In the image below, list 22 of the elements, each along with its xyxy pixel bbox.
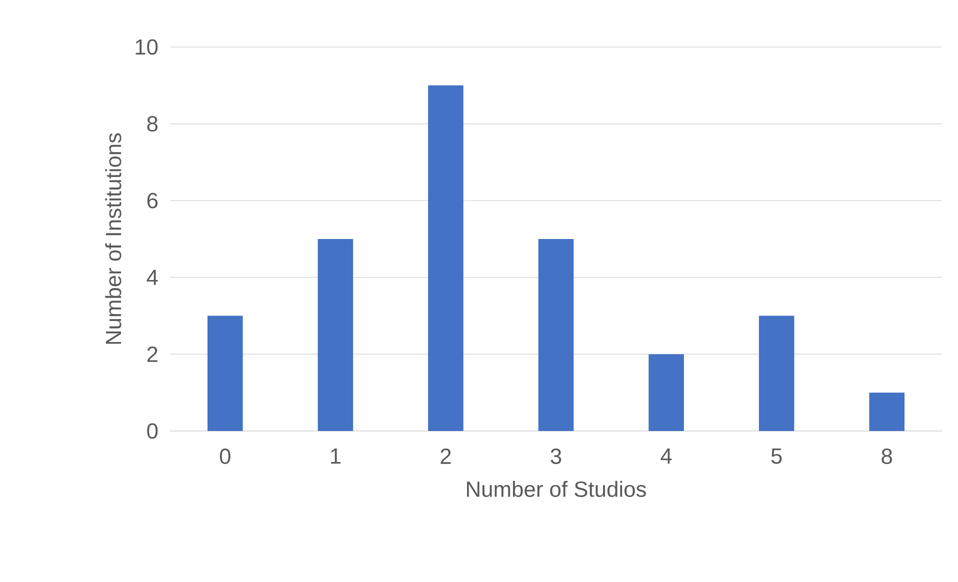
bar	[648, 354, 684, 431]
y-tick-label: 0	[147, 423, 158, 439]
x-tick-label: 2	[440, 448, 451, 464]
bar	[869, 392, 905, 431]
x-tick-label: 8	[882, 448, 892, 464]
y-tick-label: 8	[147, 116, 158, 132]
x-tick-label: 0	[220, 448, 230, 464]
x-tick-label: 3	[550, 448, 562, 464]
y-tick-label: 4	[146, 270, 158, 285]
y-tick-label: 2	[147, 346, 158, 362]
bar	[318, 238, 354, 431]
y-tick-label: 10	[136, 39, 158, 55]
x-tick-label: 1	[331, 448, 340, 464]
bar	[428, 85, 464, 431]
x-tick-label: 4	[660, 448, 672, 464]
bar	[758, 316, 794, 431]
y-tick-label: 6	[147, 192, 158, 208]
bar	[538, 238, 574, 431]
bar	[208, 316, 243, 431]
x-axis-title: Number of Studios	[467, 480, 646, 497]
y-axis-title: Number of Institutions	[105, 133, 122, 344]
x-tick-label: 5	[771, 448, 782, 464]
